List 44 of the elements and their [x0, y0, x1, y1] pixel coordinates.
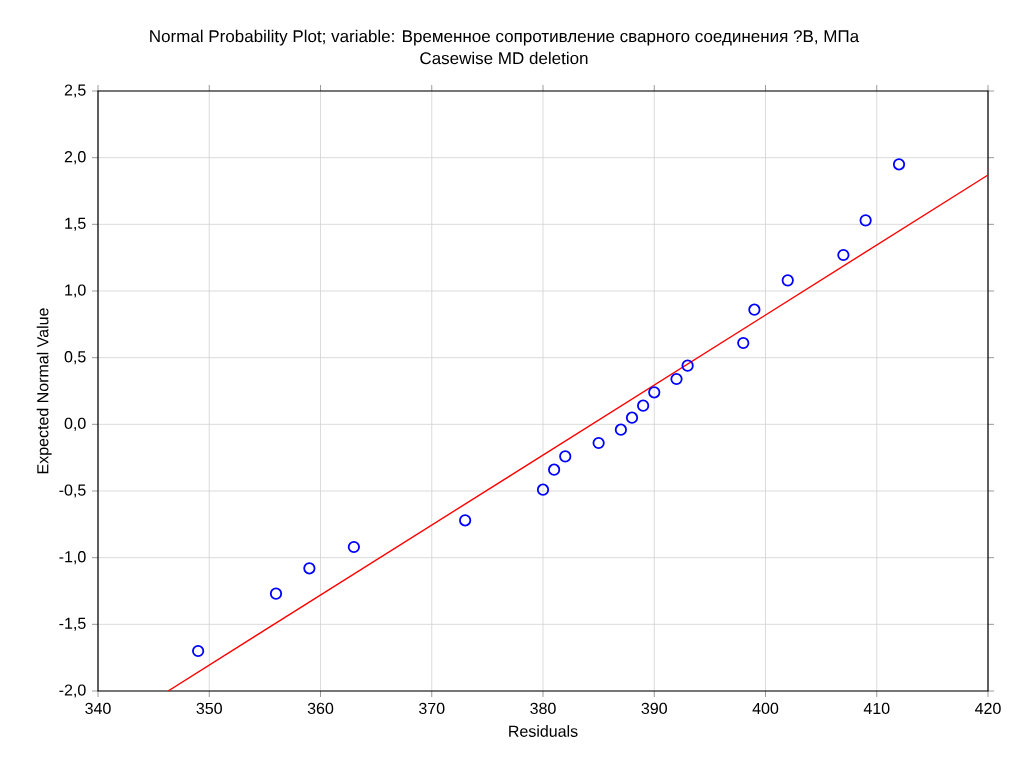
x-tick-label: 350	[196, 702, 222, 715]
y-axis-title: Expected Normal Value	[36, 308, 52, 474]
point	[837, 248, 850, 262]
point	[681, 359, 694, 372]
point	[781, 274, 794, 287]
point	[303, 562, 316, 575]
y-tick-label: 1,5	[65, 217, 86, 231]
y-tick-label: -1,5	[59, 617, 86, 631]
point	[269, 587, 283, 600]
y-tick-label: -1,0	[59, 551, 86, 565]
point	[592, 436, 605, 450]
point	[347, 540, 360, 554]
point	[614, 423, 627, 436]
point	[670, 372, 683, 386]
y-tick-label: 1,0	[65, 284, 86, 298]
y-tick-label: 0,0	[64, 417, 86, 431]
point	[536, 483, 550, 496]
point	[459, 514, 472, 527]
point	[859, 214, 872, 227]
point	[748, 303, 761, 316]
chart-title: Normal Probability Plot; variable: Временное сопротивление сварного соединения ?В, МПа	[150, 29, 860, 46]
x-axis-title: Residuals	[509, 725, 578, 737]
point	[637, 399, 650, 412]
y-tick-label: -0,5	[59, 484, 86, 498]
x-tick-label: 400	[752, 702, 779, 715]
point	[548, 463, 561, 476]
point	[559, 450, 572, 463]
x-tick-label: 360	[307, 702, 334, 715]
x-tick-label: 410	[863, 702, 890, 715]
point	[648, 386, 661, 399]
point	[737, 336, 750, 350]
point	[192, 644, 205, 658]
point	[625, 411, 639, 424]
x-tick-label: 340	[85, 702, 111, 715]
y-tick-label: -2,0	[59, 684, 86, 698]
x-tick-label: 420	[975, 702, 1001, 715]
y-tick-label: 2,0	[64, 151, 86, 165]
y-tick-label: 2,5	[64, 84, 86, 98]
x-tick-label: 380	[530, 702, 556, 715]
x-tick-label: 370	[419, 702, 445, 715]
y-tick-label: 0,5	[64, 351, 86, 365]
point	[892, 158, 906, 171]
chart-subtitle: Casewise MD deletion	[420, 51, 588, 65]
x-tick-label: 390	[641, 702, 667, 715]
